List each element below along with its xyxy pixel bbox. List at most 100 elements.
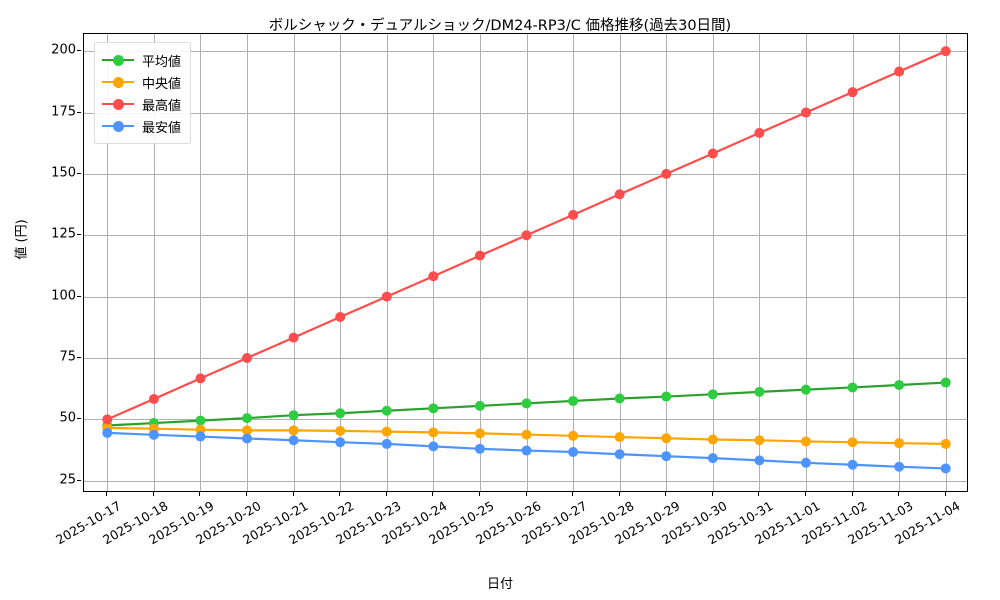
data-point-marker	[521, 398, 532, 409]
data-point-marker	[940, 377, 951, 388]
legend-label: 平均値	[142, 54, 182, 70]
data-point-marker	[568, 447, 579, 458]
gridline-vertical	[945, 34, 947, 491]
data-point-marker	[335, 437, 346, 448]
data-point-marker	[474, 250, 485, 261]
chart-title: ボルシャック・デュアルショック/DM24-RP3/C 価格推移(過去30日間)	[268, 18, 732, 34]
legend-dot-icon	[113, 77, 124, 88]
legend-item-最高値[interactable]: 最高値	[102, 93, 181, 115]
legend-dot-icon	[113, 121, 124, 132]
gridline-vertical	[293, 34, 295, 491]
data-point-marker	[661, 451, 672, 462]
y-tick-mark	[77, 357, 81, 358]
data-point-marker	[754, 386, 765, 397]
data-point-marker	[521, 230, 532, 241]
legend-swatch-icon	[102, 97, 134, 111]
x-tick-mark	[292, 492, 294, 496]
legend-item-最安値[interactable]: 最安値	[102, 115, 181, 137]
x-tick-mark	[572, 492, 574, 496]
gridline-vertical	[759, 34, 761, 491]
gridline-horizontal	[84, 296, 967, 298]
data-point-marker	[242, 353, 253, 363]
gridline-vertical	[247, 34, 249, 491]
data-point-marker	[847, 87, 858, 98]
series-最安値	[102, 427, 951, 474]
data-point-marker	[381, 426, 392, 437]
gridline-horizontal	[84, 51, 967, 53]
data-point-marker	[754, 127, 765, 138]
y-tick-label: 75	[59, 349, 76, 365]
legend-dot-icon	[113, 99, 124, 110]
data-point-marker	[381, 405, 392, 416]
x-tick-mark	[804, 492, 806, 496]
x-tick-label: 2025-11-04	[891, 498, 963, 548]
x-tick-mark	[106, 492, 108, 496]
gridline-vertical	[899, 34, 901, 491]
data-point-marker	[940, 463, 951, 474]
data-point-marker	[800, 384, 811, 395]
data-point-marker	[288, 332, 299, 343]
gridline-vertical	[526, 34, 528, 491]
x-tick-mark	[711, 492, 713, 496]
series-最高値	[102, 46, 951, 425]
y-tick-label: 175	[51, 104, 76, 120]
gridline-vertical	[805, 34, 807, 491]
legend-dot-icon	[113, 55, 124, 66]
data-point-marker	[242, 433, 253, 444]
legend-label: 中央値	[142, 76, 182, 92]
data-point-marker	[335, 425, 346, 436]
y-tick-label: 150	[51, 165, 76, 181]
data-point-marker	[335, 408, 346, 419]
data-point-marker	[568, 209, 579, 220]
series-中央値	[102, 422, 951, 449]
data-point-marker	[195, 373, 206, 384]
data-point-marker	[102, 414, 113, 425]
data-point-marker	[474, 400, 485, 411]
data-point-marker	[195, 415, 206, 426]
data-point-marker	[428, 441, 439, 452]
x-axis-title: 日付	[486, 577, 513, 592]
data-point-marker	[661, 168, 672, 179]
data-point-marker	[242, 413, 253, 424]
series-layer	[102, 46, 951, 474]
data-point-marker	[428, 271, 439, 282]
data-point-marker	[707, 389, 718, 400]
data-point-marker	[894, 66, 905, 77]
gridline-vertical	[712, 34, 714, 491]
plot-area	[83, 33, 968, 492]
data-point-marker	[428, 427, 439, 438]
data-point-marker	[707, 453, 718, 464]
data-point-marker	[102, 427, 113, 438]
gridline-horizontal	[84, 112, 967, 114]
chart-legend: 平均値中央値 最高値 最安値	[94, 42, 192, 144]
y-tick-label: 50	[59, 410, 76, 426]
data-point-marker	[195, 424, 206, 435]
x-tick-mark	[152, 492, 154, 496]
data-point-marker	[754, 455, 765, 466]
data-point-marker	[614, 449, 625, 460]
data-point-marker	[940, 438, 951, 449]
data-point-marker	[148, 393, 159, 404]
gridline-horizontal	[84, 480, 967, 482]
x-tick-mark	[665, 492, 667, 496]
legend-item-平均値[interactable]: 平均値	[102, 49, 181, 71]
x-tick-mark	[339, 492, 341, 496]
data-point-marker	[521, 429, 532, 440]
gridline-horizontal	[84, 173, 967, 175]
data-point-marker	[521, 445, 532, 456]
y-tick-mark	[77, 479, 81, 481]
legend-swatch-icon	[102, 119, 134, 133]
gridline-vertical	[666, 34, 668, 491]
series-平均値	[102, 377, 951, 431]
data-point-marker	[242, 425, 253, 436]
y-axis-tick-labels: 25 50 75 100 125 150 175 200	[28, 33, 76, 492]
gridline-vertical	[200, 34, 202, 491]
data-point-marker	[381, 291, 392, 302]
data-point-marker	[568, 430, 579, 441]
y-tick-label: 200	[51, 42, 76, 58]
legend-item-中央値[interactable]: 中央値	[102, 71, 181, 93]
y-tick-mark	[77, 295, 81, 297]
x-tick-mark	[478, 492, 480, 496]
data-point-marker	[940, 46, 951, 57]
x-tick-mark	[525, 492, 527, 496]
